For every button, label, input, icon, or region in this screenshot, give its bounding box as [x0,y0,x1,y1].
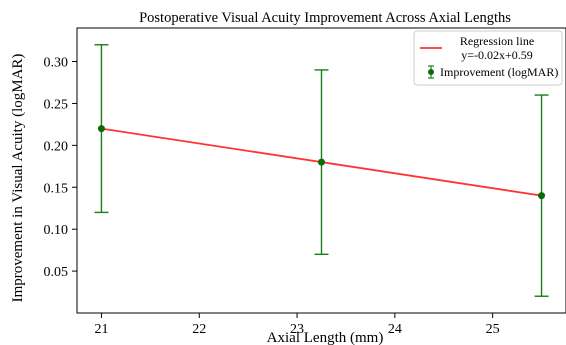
y-tick-label: 0.30 [44,56,69,71]
legend-box [413,30,563,86]
x-ticks: 21 22 23 24 25 [94,313,500,337]
plot-area [76,27,566,314]
y-tick-label: 0.25 [44,97,69,112]
x-tick-label: 22 [192,322,206,337]
y-tick-label: 0.20 [44,139,69,154]
data-point [97,125,105,133]
x-tick-label: 25 [486,322,500,337]
legend-point-marker [428,69,434,75]
legend-improvement-label: Improvement (logMAR) [440,65,558,79]
plot-frame [76,27,566,314]
x-tick-label: 23 [290,322,304,337]
y-ticks: 0.05 0.10 0.15 0.20 0.25 0.30 [44,56,77,280]
y-tick-label: 0.05 [44,265,69,280]
data-point [318,158,325,166]
y-axis-title: Improvement in Visual Acuity (logMAR) [10,54,26,303]
data-point [538,192,546,200]
x-tick-label: 21 [94,322,108,337]
chart-title: Postoperative Visual Acuity Improvement … [139,10,511,26]
y-tick-label: 0.15 [44,181,69,196]
legend-regression-label: Regression line [460,34,534,48]
x-tick-label: 24 [388,322,402,337]
x-axis-title: Axial Length (mm) [267,330,384,345]
legend-regression-equation: y=-0.02x+0.59 [461,48,533,62]
y-tick-label: 0.10 [44,223,69,238]
